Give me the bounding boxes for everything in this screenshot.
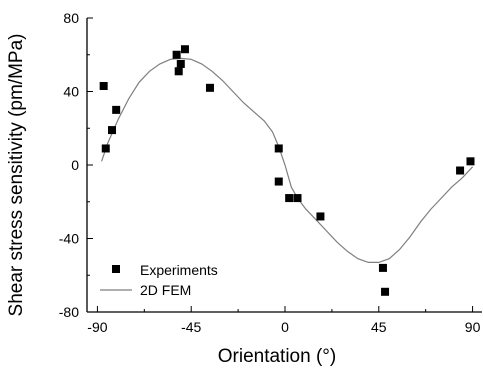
legend-marker-experiments [112, 265, 120, 273]
x-tick-label: 45 [371, 319, 387, 335]
x-tick-label: -90 [87, 319, 107, 335]
data-point-experiment [176, 59, 185, 68]
data-point-experiment [456, 166, 465, 175]
axes: -90 -45 0 45 90 80 40 0 -40 -80 [59, 10, 482, 335]
y-axis-title: Shear stress sensitivity (pm/MPa) [6, 34, 27, 317]
legend-label-2d-fem: 2D FEM [140, 282, 191, 298]
data-point-experiment [112, 105, 121, 114]
data-point-experiment [285, 194, 294, 203]
legend-label-experiments: Experiments [140, 262, 218, 278]
data-point-experiment [316, 212, 325, 221]
data-point-experiment [180, 45, 189, 54]
data-point-experiment [293, 194, 302, 203]
y-tick-label: 80 [63, 10, 79, 26]
x-tick-label: -45 [181, 319, 201, 335]
data-point-experiment [274, 177, 283, 186]
x-tick-label: 90 [465, 319, 481, 335]
data-point-experiment [381, 287, 390, 296]
legend: Experiments 2D FEM [100, 262, 218, 298]
y-tick-label: -80 [59, 304, 79, 320]
data-point-experiment [108, 126, 117, 135]
data-point-experiment [378, 263, 387, 272]
x-tick-label: 0 [281, 319, 289, 335]
series-line-2d-fem [101, 57, 474, 263]
data-point-experiment [274, 144, 283, 153]
data-point-experiment [205, 83, 214, 92]
y-tick-label: 0 [71, 157, 79, 173]
x-axis-title: Orientation (°) [218, 346, 336, 367]
data-point-experiment [174, 67, 183, 76]
plot-area [99, 45, 475, 296]
y-tick-label: -40 [59, 231, 79, 247]
data-point-experiment [101, 144, 110, 153]
y-tick-label: 40 [63, 84, 79, 100]
data-point-experiment [172, 50, 181, 59]
data-point-experiment [99, 81, 108, 90]
data-point-experiment [466, 157, 475, 166]
